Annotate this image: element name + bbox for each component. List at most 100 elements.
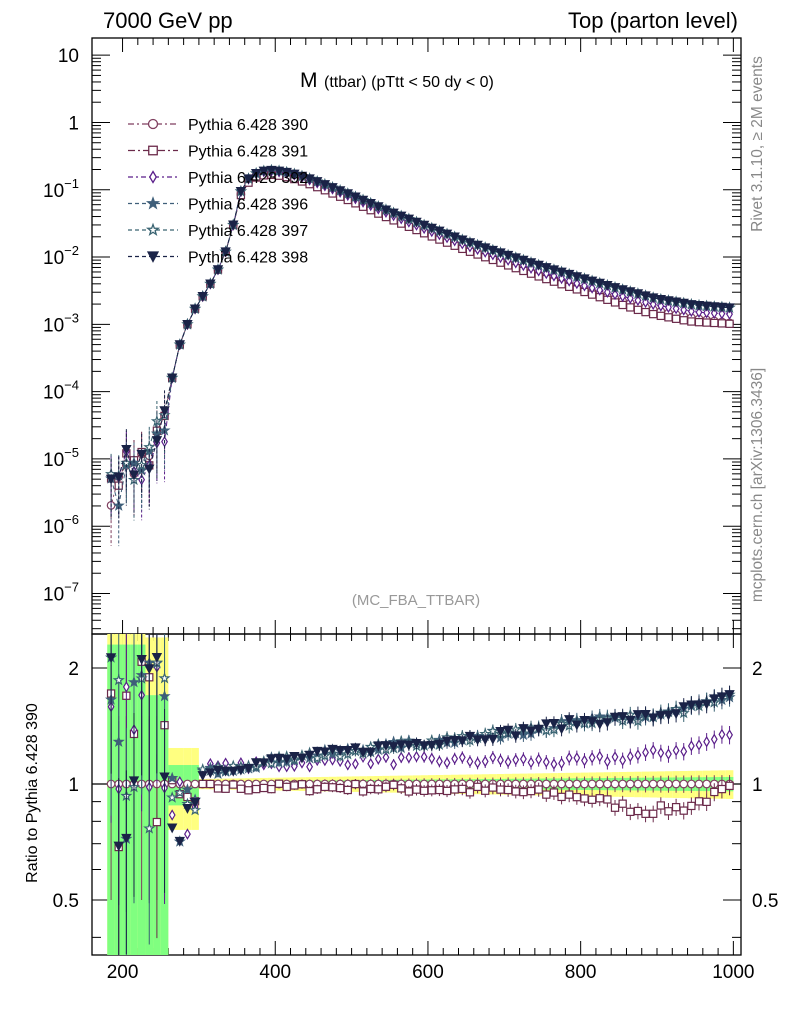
ratio-point: [580, 779, 589, 789]
data-point: [533, 260, 544, 271]
ratio-point: [670, 709, 682, 720]
ratio-point: [550, 758, 558, 770]
ratio-point: [726, 729, 733, 741]
ratio-point: [289, 752, 300, 762]
ratio-point: [397, 751, 405, 764]
data-point: [571, 272, 583, 283]
data-point: [403, 214, 415, 225]
ratio-point: [572, 792, 582, 802]
ratio-point: [565, 752, 573, 764]
ratio-point: [679, 806, 688, 815]
ratio-point: [351, 758, 359, 770]
data-point: [411, 217, 422, 228]
ratio-point: [451, 752, 459, 765]
legend-item: Pythia 6.428 390: [128, 117, 308, 134]
data-point: [357, 195, 369, 206]
legend-marker: [145, 196, 161, 210]
ratio-point: [596, 750, 604, 763]
ratio-point: [229, 780, 238, 789]
ratio-point: [151, 653, 163, 663]
x-tick-label: 800: [565, 962, 597, 983]
data-point: [426, 223, 437, 234]
ratio-point: [495, 726, 506, 737]
ratio-point: [487, 734, 499, 745]
ratio-point: [687, 740, 695, 752]
data-point: [342, 189, 353, 200]
legend-item: Pythia 6.428 397: [128, 222, 308, 240]
ratio-point: [427, 786, 436, 795]
ratio-point: [609, 712, 621, 723]
ratio-point: [403, 740, 415, 751]
ratio-point: [357, 747, 369, 758]
data-point: [671, 314, 681, 323]
ratio-point: [602, 718, 613, 729]
ratio-point: [587, 795, 597, 804]
ratio-point: [648, 779, 658, 789]
ratio-point: [610, 803, 620, 812]
ratio-point: [296, 753, 308, 764]
ratio-point: [388, 742, 399, 752]
ratio-point: [640, 709, 651, 720]
ratio-point: [472, 735, 483, 746]
data-point: [625, 287, 636, 298]
ratio-point: [518, 724, 529, 734]
legend-label: Pythia 6.428 390: [188, 117, 308, 134]
ratio-point: [695, 739, 703, 751]
data-point: [235, 187, 247, 197]
data-point: [289, 169, 300, 180]
data-point: [602, 280, 613, 291]
ratio-point: [710, 787, 719, 797]
data-point: [665, 301, 672, 314]
ratio-point: [512, 754, 520, 766]
ratio-point: [535, 753, 543, 766]
ratio-point: [579, 715, 590, 726]
data-point: [550, 270, 558, 282]
data-point: [541, 263, 552, 273]
data-point: [518, 255, 529, 266]
ratio-point: [428, 752, 436, 765]
data-point: [220, 247, 231, 258]
ratio-point: [188, 803, 202, 816]
ratio-point: [465, 788, 475, 797]
data-point: [695, 306, 703, 319]
ratio-point: [443, 756, 451, 769]
ratio-point: [335, 783, 345, 793]
x-tick-label: 400: [259, 962, 291, 983]
ratio-point: [450, 785, 459, 794]
data-point: [634, 294, 642, 307]
ratio-point: [481, 786, 490, 795]
data-point: [250, 169, 262, 179]
ratio-point: [542, 756, 550, 768]
y-tick-label: 10−3: [43, 310, 79, 336]
ratio-point: [244, 786, 253, 795]
ratio-point: [716, 692, 728, 703]
ratio-point: [434, 739, 445, 750]
ratio-point: [611, 751, 619, 763]
plot-title-sub: (ttbar) (pTtt < 50 dy < 0): [324, 74, 494, 91]
data-point: [702, 318, 711, 327]
ratio-point: [174, 836, 185, 847]
ratio-point: [458, 784, 467, 794]
ratio-point: [680, 745, 688, 758]
ratio-point: [365, 747, 376, 758]
data-point: [633, 305, 643, 315]
data-point: [304, 174, 315, 185]
data-point: [611, 288, 619, 301]
ratio-point: [184, 828, 191, 840]
data-point: [701, 301, 712, 312]
ratio-point: [642, 746, 649, 759]
ratio-point: [381, 782, 391, 791]
ratio-point: [328, 783, 337, 792]
ratio-point: [373, 741, 384, 752]
ratio-point: [166, 823, 178, 834]
ratio-point: [687, 801, 696, 811]
data-point: [586, 276, 598, 287]
ratio-point: [267, 784, 276, 794]
ratio-point: [342, 745, 353, 756]
ratio-point: [556, 724, 567, 735]
data-point: [564, 269, 575, 280]
legend: Pythia 6.428 390 Pythia 6.428 391 Pythia 6…: [128, 117, 308, 267]
ratio-point: [143, 822, 156, 834]
ratio-point: [541, 719, 552, 730]
ratio-point: [250, 758, 262, 769]
